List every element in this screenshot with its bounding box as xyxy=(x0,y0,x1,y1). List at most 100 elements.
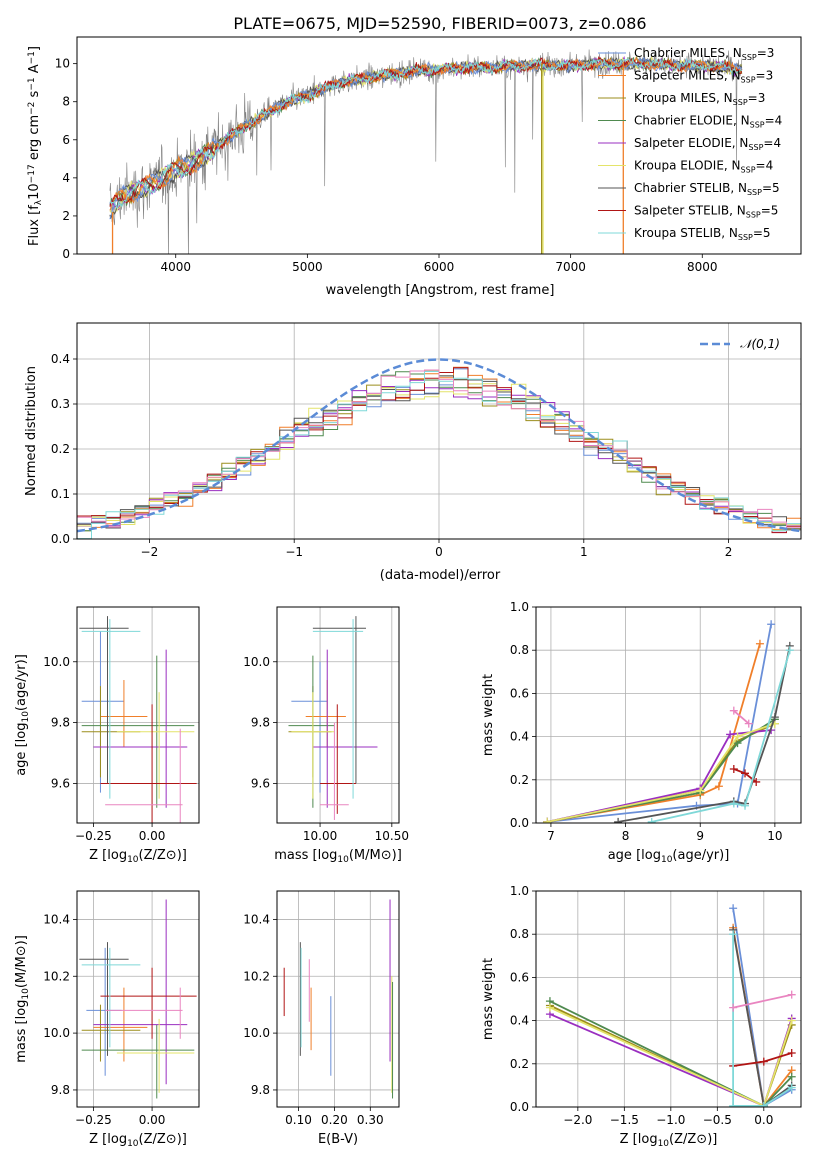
mass-weight-marker xyxy=(729,765,738,773)
x-tick-label: 0.0 xyxy=(754,1113,773,1127)
axes-frame xyxy=(276,890,400,1108)
mass-weight-marker xyxy=(787,1083,796,1092)
mass-weight-marker xyxy=(729,1003,738,1012)
plot-area xyxy=(543,620,794,823)
y-tick-label: 0.2 xyxy=(510,1057,529,1071)
x-tick-label: 7 xyxy=(547,829,555,843)
mass-weight-marker xyxy=(741,801,750,810)
x-axis-label: E(B-V) xyxy=(318,1132,358,1147)
y-tick-label: 10.0 xyxy=(243,655,270,669)
panel-massweight_vs_Z: −2.0 −1.5 −1.0 −0.5 0.0 0.0 0.2 0.4 0.6 0.8 1.0 Z [… xyxy=(481,884,802,1149)
mass-weight-marker xyxy=(614,817,623,823)
mass-weight-marker xyxy=(729,930,738,939)
x-tick-label: 9 xyxy=(696,829,704,843)
mass-weight-marker xyxy=(785,646,794,655)
y-tick-label: 10.2 xyxy=(43,969,70,983)
y-tick-label: 9.6 xyxy=(251,776,270,790)
axes-frame xyxy=(535,890,802,1108)
x-tick-label: 0 xyxy=(435,545,443,559)
y-tick-label: 9.8 xyxy=(251,1083,270,1097)
axes-frame xyxy=(76,36,802,255)
mass-weight-marker xyxy=(729,706,738,715)
y-tick-label: 0.8 xyxy=(510,927,529,941)
y-tick-label: 0.0 xyxy=(510,1100,529,1114)
y-tick-label: 10.0 xyxy=(43,1026,70,1040)
y-tick-label: 0.3 xyxy=(51,397,70,411)
y-tick-label: 6 xyxy=(62,133,70,147)
y-tick-label: 0.4 xyxy=(510,1014,529,1028)
x-tick-label: 2 xyxy=(725,545,733,559)
x-tick-label: 0.00 xyxy=(139,1113,166,1127)
y-axis-label: mass weight xyxy=(481,674,496,756)
plot-area xyxy=(545,904,796,1107)
x-tick-label: 0.20 xyxy=(321,1113,348,1127)
y-tick-label: 10.4 xyxy=(243,912,270,926)
axes-frame xyxy=(76,606,200,824)
y-tick-label: 0.0 xyxy=(510,816,529,830)
x-tick-label: −0.5 xyxy=(703,1113,732,1127)
axes-frame xyxy=(535,606,802,824)
axes-frame xyxy=(76,322,802,540)
panel-massweight_vs_age: 7 8 9 10 0.0 0.2 0.4 0.6 0.8 1.0 age [log10(age/yr… xyxy=(481,600,802,865)
mass-weight-marker xyxy=(741,769,750,778)
x-axis-label: Z [log10(Z/Z⊙)] xyxy=(89,848,187,865)
axes-frame xyxy=(276,606,400,824)
mass-weight-marker xyxy=(770,713,779,722)
x-tick-label: 10.50 xyxy=(375,829,409,843)
y-tick-label: 10 xyxy=(55,57,70,71)
mass-weight-marker xyxy=(787,1049,796,1057)
plot-area xyxy=(79,616,197,823)
panel-mass_vs_EBV: 0.10 0.20 0.30 9.8 10.0 10.2 10.4 E(B-V) xyxy=(243,890,400,1147)
y-tick-label: 9.6 xyxy=(51,776,70,790)
x-tick-label: 10.00 xyxy=(303,829,337,843)
y-tick-label: 0.8 xyxy=(510,643,529,657)
legend-entry: Chabrier STELIB, NSSP=5 xyxy=(634,181,780,197)
y-tick-label: 10.0 xyxy=(243,1026,270,1040)
x-tick-label: 0.00 xyxy=(139,829,166,843)
mass-weight-line xyxy=(651,649,791,823)
x-axis-label: Z [log10(Z/Z⊙)] xyxy=(89,1132,187,1149)
x-tick-label: 7000 xyxy=(555,260,586,274)
mass-weight-marker xyxy=(759,1057,768,1066)
y-axis-label: mass weight xyxy=(481,958,496,1040)
y-tick-label: 1.0 xyxy=(510,600,529,614)
mass-weight-line xyxy=(547,722,776,823)
mass-weight-marker xyxy=(729,1101,738,1107)
mass-weight-marker xyxy=(787,1072,796,1081)
x-tick-label: 6000 xyxy=(424,260,455,274)
mass-weight-marker xyxy=(729,799,738,808)
normal-reference-curve xyxy=(77,358,801,533)
x-axis-label: Z [log10(Z/Z⊙)] xyxy=(620,1132,718,1149)
mass-weight-marker xyxy=(755,639,764,648)
figure-title: PLATE=0675, MJD=52590, FIBERID=0073, z=0… xyxy=(233,14,646,33)
mass-weight-marker xyxy=(714,782,723,791)
y-axis-label: Flux [fλ10−17 erg cm−2 s−1 A−1] xyxy=(27,46,44,246)
panel-residual_histogram: −2 −1 0 1 2 0.0 0.1 0.2 0.3 0.4 𝒩(0,1) (data-model)… xyxy=(24,322,802,583)
y-axis-label: mass [log10(M/M⊙)] xyxy=(14,935,31,1063)
x-tick-label: 10 xyxy=(767,829,782,843)
x-tick-label: 4000 xyxy=(160,260,191,274)
mass-weight-marker xyxy=(543,817,552,823)
mass-weight-marker xyxy=(787,990,796,999)
x-tick-label: −0.25 xyxy=(75,1113,112,1127)
y-tick-label: 0.2 xyxy=(51,442,70,456)
y-tick-label: 10.0 xyxy=(43,655,70,669)
x-tick-label: 0.10 xyxy=(285,1113,312,1127)
mass-weight-marker xyxy=(752,777,761,786)
legend-entry: Chabrier MILES, NSSP=3 xyxy=(634,46,774,62)
mass-weight-marker xyxy=(647,817,656,823)
y-tick-label: 1.0 xyxy=(510,884,529,898)
y-tick-label: 2 xyxy=(62,209,70,223)
mass-weight-line xyxy=(732,993,792,1009)
x-tick-label: −2.0 xyxy=(563,1113,592,1127)
y-tick-label: 0.0 xyxy=(51,532,70,546)
x-tick-label: −2 xyxy=(141,545,159,559)
y-tick-label: 0 xyxy=(62,247,70,261)
plot-area xyxy=(109,49,743,254)
y-tick-label: 9.8 xyxy=(251,716,270,730)
x-tick-label: −1.0 xyxy=(656,1113,685,1127)
y-tick-label: 9.8 xyxy=(51,716,70,730)
mass-weight-line xyxy=(547,722,776,823)
